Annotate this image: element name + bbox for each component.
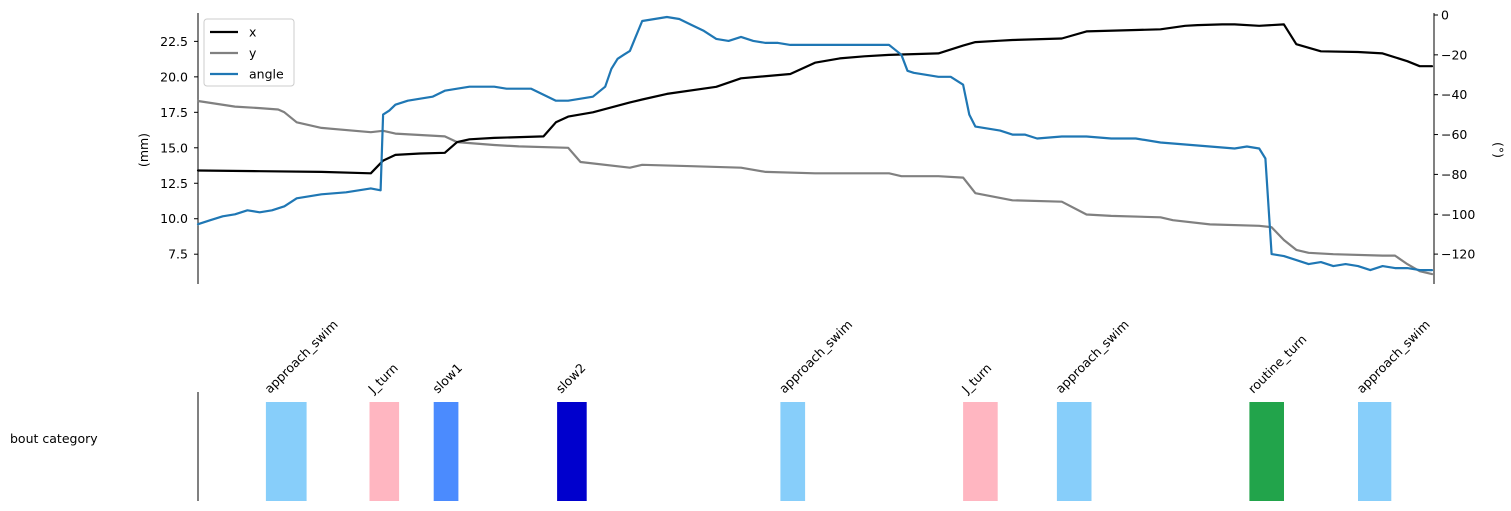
left-y-tick-label: 20.0 <box>160 69 188 84</box>
series-line-y <box>196 99 1434 276</box>
left-y-ticks: 7.5 10.0 12.5 15.0 17.5 20.0 22.5 <box>160 34 198 262</box>
right-y-tick-label: −100 <box>1441 207 1475 222</box>
left-y-tick-label: 22.5 <box>160 34 188 49</box>
right-y-tick-label: 0 <box>1441 7 1449 22</box>
series-lines <box>196 15 1434 276</box>
bout-bar-j-turn <box>369 402 400 501</box>
right-y-tick-label: −60 <box>1441 127 1467 142</box>
bout-label: J_turn <box>364 360 400 396</box>
bout-bar-slow2 <box>557 402 587 501</box>
bout-label: approach_swim <box>776 317 855 396</box>
legend-label-x: x <box>249 25 256 40</box>
right-y-ticks: 0 −20 −40 −60 −80 −100 −120 <box>1434 7 1475 262</box>
bout-axis-label: bout category <box>10 431 98 446</box>
left-y-tick-label: 7.5 <box>168 247 188 262</box>
trajectory-axes: 7.5 10.0 12.5 15.0 17.5 20.0 22.5 0 −20 −40 −60 −8… <box>136 7 1506 284</box>
legend-label-angle: angle <box>249 67 284 82</box>
series-line-angle <box>196 15 1434 272</box>
left-y-axis-label: (mm) <box>136 133 151 167</box>
bout-bar-approach-swim <box>1056 402 1092 501</box>
right-y-tick-label: −120 <box>1441 247 1475 262</box>
legend-frame <box>203 18 295 87</box>
right-y-tick-label: −20 <box>1441 47 1467 62</box>
bout-bar-approach-swim <box>265 402 307 501</box>
left-y-tick-label: 17.5 <box>160 105 188 120</box>
right-y-axis-label: (°) <box>1491 142 1506 158</box>
bout-bar-slow1 <box>433 402 459 501</box>
bout-bar-routine-turn <box>1249 402 1284 501</box>
bout-label: slow2 <box>553 360 589 396</box>
bout-bar-approach-swim <box>780 402 806 501</box>
left-y-tick-label: 10.0 <box>160 211 188 226</box>
bout-label: approach_swim <box>1354 317 1433 396</box>
bout-axes: bout category approach_swim J_turn slow1 sl… <box>10 317 1433 501</box>
right-y-tick-label: −40 <box>1441 87 1467 102</box>
bout-bar-approach-swim <box>1358 402 1392 501</box>
left-y-tick-label: 15.0 <box>160 140 188 155</box>
legend-label-y: y <box>249 46 257 61</box>
bout-label: routine_turn <box>1245 332 1310 397</box>
bout-label: J_turn <box>958 360 994 396</box>
bout-bar-j-turn <box>963 402 998 501</box>
bout-label: slow1 <box>429 360 465 396</box>
bout-bars: approach_swim J_turn slow1 slow2 approach_sw… <box>261 317 1433 501</box>
series-line-x <box>196 23 1434 175</box>
bout-label: approach_swim <box>261 317 340 396</box>
legend: x y angle <box>203 18 295 87</box>
left-y-tick-label: 12.5 <box>160 176 188 191</box>
right-y-tick-label: −80 <box>1441 167 1467 182</box>
bout-label: approach_swim <box>1052 317 1131 396</box>
